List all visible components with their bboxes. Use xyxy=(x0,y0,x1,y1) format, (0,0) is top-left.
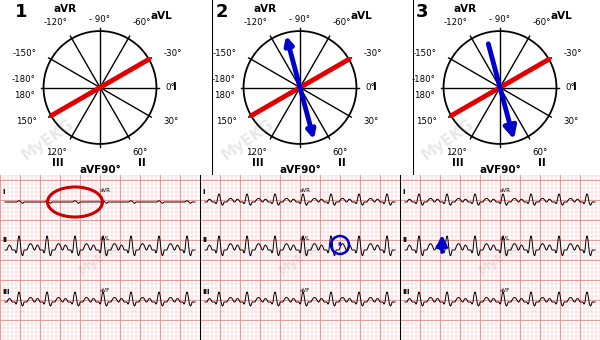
Text: aVR: aVR xyxy=(454,4,476,14)
Text: aVR: aVR xyxy=(500,188,511,193)
Text: 2: 2 xyxy=(215,3,228,21)
Text: 60°: 60° xyxy=(333,149,348,157)
Text: II: II xyxy=(538,158,546,168)
Text: 150°: 150° xyxy=(16,117,37,126)
Text: 120°: 120° xyxy=(46,149,67,157)
Text: -30°: -30° xyxy=(163,49,182,58)
Text: -150°: -150° xyxy=(213,49,237,58)
Text: - 90°: - 90° xyxy=(289,15,311,24)
Text: 0°: 0° xyxy=(565,83,575,92)
Text: aVL: aVL xyxy=(300,236,310,241)
Text: MyEKG: MyEKG xyxy=(76,238,124,277)
Text: 120°: 120° xyxy=(247,149,267,157)
Text: -60°: -60° xyxy=(133,18,151,27)
Text: aVL: aVL xyxy=(551,11,572,21)
Text: 180°: 180° xyxy=(214,91,235,100)
Text: 150°: 150° xyxy=(216,117,237,126)
Text: III: III xyxy=(52,158,64,168)
Text: MyEKG: MyEKG xyxy=(276,238,324,277)
Text: 0°: 0° xyxy=(365,83,375,92)
Text: II: II xyxy=(2,237,7,243)
Text: aVF90°: aVF90° xyxy=(479,165,521,175)
Text: aVL: aVL xyxy=(151,11,173,21)
Text: -120°: -120° xyxy=(43,18,67,27)
Text: -120°: -120° xyxy=(243,18,267,27)
Text: aVF: aVF xyxy=(300,288,310,293)
Text: III: III xyxy=(202,289,209,295)
Text: aVF: aVF xyxy=(100,288,110,293)
Text: 120°: 120° xyxy=(446,149,467,157)
Text: aVL: aVL xyxy=(100,236,110,241)
Text: -120°: -120° xyxy=(443,18,467,27)
Text: I: I xyxy=(173,83,177,92)
Text: 150°: 150° xyxy=(416,117,437,126)
Text: III: III xyxy=(2,289,10,295)
Text: I: I xyxy=(2,189,5,195)
Text: -180°: -180° xyxy=(411,74,435,84)
Text: 30°: 30° xyxy=(163,117,179,126)
Text: III: III xyxy=(452,158,463,168)
Text: I: I xyxy=(373,83,377,92)
Text: - 90°: - 90° xyxy=(89,15,110,24)
Text: 1: 1 xyxy=(16,3,28,21)
Text: III: III xyxy=(252,158,263,168)
Text: aVL: aVL xyxy=(500,236,510,241)
Text: - 90°: - 90° xyxy=(490,15,511,24)
Text: MyEKG: MyEKG xyxy=(476,238,524,277)
Text: 60°: 60° xyxy=(533,149,548,157)
Text: -180°: -180° xyxy=(11,74,35,84)
Text: I: I xyxy=(202,189,205,195)
Text: MyEKG: MyEKG xyxy=(419,117,476,163)
Text: -60°: -60° xyxy=(333,18,351,27)
Text: 3: 3 xyxy=(415,3,428,21)
Text: -180°: -180° xyxy=(211,74,235,84)
Text: II: II xyxy=(202,237,207,243)
Text: MyEKG: MyEKG xyxy=(219,117,276,163)
Text: II: II xyxy=(338,242,343,248)
Text: aVR: aVR xyxy=(300,188,311,193)
Text: 0°: 0° xyxy=(165,83,175,92)
Text: aVR: aVR xyxy=(253,4,277,14)
Text: aVF90°: aVF90° xyxy=(279,165,321,175)
Text: 60°: 60° xyxy=(133,149,148,157)
Text: MyEKG: MyEKG xyxy=(19,117,76,163)
Text: -150°: -150° xyxy=(13,49,37,58)
Text: 180°: 180° xyxy=(14,91,35,100)
Text: 30°: 30° xyxy=(363,117,379,126)
Text: -150°: -150° xyxy=(413,49,437,58)
Text: I: I xyxy=(402,189,404,195)
Text: 30°: 30° xyxy=(563,117,578,126)
Text: 180°: 180° xyxy=(414,91,435,100)
Text: II: II xyxy=(139,158,146,168)
Text: aVF: aVF xyxy=(500,288,511,293)
Text: aVR: aVR xyxy=(53,4,77,14)
Text: I: I xyxy=(574,83,577,92)
Text: III: III xyxy=(402,289,409,295)
Text: aVL: aVL xyxy=(351,11,373,21)
Text: II: II xyxy=(338,158,346,168)
Text: -30°: -30° xyxy=(563,49,582,58)
Text: -60°: -60° xyxy=(533,18,551,27)
Text: II: II xyxy=(402,237,407,243)
Text: -30°: -30° xyxy=(363,49,382,58)
Text: aVF90°: aVF90° xyxy=(79,165,121,175)
Text: aVR: aVR xyxy=(100,188,111,193)
